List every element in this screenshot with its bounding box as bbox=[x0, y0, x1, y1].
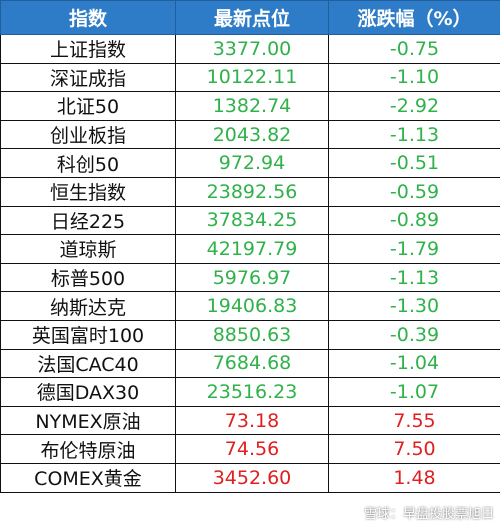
index-name: 布伦特原油 bbox=[0, 434, 176, 464]
table-body: 上证指数 3377.00 -0.75 深证成指 10122.11 -1.10 北证50 1… bbox=[0, 34, 500, 493]
latest-value: 42197.79 bbox=[175, 234, 329, 264]
latest-value: 10122.11 bbox=[175, 62, 329, 93]
latest-value: 23516.23 bbox=[175, 377, 329, 407]
change-percent: -2.92 bbox=[328, 91, 500, 121]
change-percent: 7.55 bbox=[328, 405, 500, 436]
index-name: 北证50 bbox=[0, 91, 176, 121]
change-percent: -1.13 bbox=[328, 119, 500, 150]
index-name: 德国DAX30 bbox=[0, 377, 176, 407]
change-percent: -1.30 bbox=[328, 291, 500, 321]
table-row: NYMEX原油 73.18 7.55 bbox=[0, 405, 500, 436]
header-latest: 最新点位 bbox=[175, 0, 329, 35]
table-row: 英国富时100 8850.63 -0.39 bbox=[0, 319, 500, 350]
latest-value: 3452.60 bbox=[175, 462, 329, 493]
latest-value: 1382.74 bbox=[175, 91, 329, 121]
latest-value: 73.18 bbox=[175, 405, 329, 436]
change-percent: -0.51 bbox=[328, 148, 500, 178]
table-row: COMEX黄金 3452.60 1.48 bbox=[0, 462, 500, 493]
header-change: 涨跌幅（%） bbox=[328, 0, 500, 35]
watermark: 雪球：早盘投股票旭日 bbox=[363, 507, 494, 522]
latest-value: 8850.63 bbox=[175, 319, 329, 350]
table-row: 创业板指 2043.82 -1.13 bbox=[0, 119, 500, 150]
index-name: 深证成指 bbox=[0, 62, 176, 93]
change-percent: -0.89 bbox=[328, 205, 500, 236]
index-name: 标普500 bbox=[0, 262, 176, 293]
table-row: 科创50 972.94 -0.51 bbox=[0, 148, 500, 178]
latest-value: 23892.56 bbox=[175, 176, 329, 207]
index-name: 纳斯达克 bbox=[0, 291, 176, 321]
latest-value: 5976.97 bbox=[175, 262, 329, 293]
header-row: 指数 最新点位 涨跌幅（%） bbox=[0, 0, 500, 35]
table-row: 日经225 37834.25 -0.89 bbox=[0, 205, 500, 236]
index-name: 科创50 bbox=[0, 148, 176, 178]
index-name: 恒生指数 bbox=[0, 176, 176, 207]
change-percent: -0.75 bbox=[328, 34, 500, 64]
change-percent: -1.79 bbox=[328, 234, 500, 264]
latest-value: 972.94 bbox=[175, 148, 329, 178]
header-index: 指数 bbox=[0, 0, 176, 35]
change-percent: -1.10 bbox=[328, 62, 500, 93]
latest-value: 3377.00 bbox=[175, 34, 329, 64]
index-name: NYMEX原油 bbox=[0, 405, 176, 436]
latest-value: 2043.82 bbox=[175, 119, 329, 150]
index-name: COMEX黄金 bbox=[0, 462, 176, 493]
index-name: 英国富时100 bbox=[0, 319, 176, 350]
table-row: 法国CAC40 7684.68 -1.04 bbox=[0, 348, 500, 379]
table-row: 标普500 5976.97 -1.13 bbox=[0, 262, 500, 293]
table-row: 德国DAX30 23516.23 -1.07 bbox=[0, 377, 500, 407]
table-row: 上证指数 3377.00 -0.75 bbox=[0, 34, 500, 64]
index-name: 日经225 bbox=[0, 205, 176, 236]
table-row: 布伦特原油 74.56 7.50 bbox=[0, 434, 500, 464]
latest-value: 37834.25 bbox=[175, 205, 329, 236]
latest-value: 7684.68 bbox=[175, 348, 329, 379]
table-row: 道琼斯 42197.79 -1.79 bbox=[0, 234, 500, 264]
table-row: 北证50 1382.74 -2.92 bbox=[0, 91, 500, 121]
latest-value: 19406.83 bbox=[175, 291, 329, 321]
index-name: 道琼斯 bbox=[0, 234, 176, 264]
table-row: 恒生指数 23892.56 -0.59 bbox=[0, 176, 500, 207]
change-percent: 1.48 bbox=[328, 462, 500, 493]
change-percent: -0.59 bbox=[328, 176, 500, 207]
change-percent: 7.50 bbox=[328, 434, 500, 464]
index-name: 创业板指 bbox=[0, 119, 176, 150]
change-percent: -0.39 bbox=[328, 319, 500, 350]
index-table: 指数 最新点位 涨跌幅（%） 上证指数 3377.00 -0.75 深证成指 1012… bbox=[0, 0, 500, 493]
latest-value: 74.56 bbox=[175, 434, 329, 464]
index-name: 上证指数 bbox=[0, 34, 176, 64]
change-percent: -1.13 bbox=[328, 262, 500, 293]
change-percent: -1.07 bbox=[328, 377, 500, 407]
index-name: 法国CAC40 bbox=[0, 348, 176, 379]
table-row: 纳斯达克 19406.83 -1.30 bbox=[0, 291, 500, 321]
change-percent: -1.04 bbox=[328, 348, 500, 379]
table-row: 深证成指 10122.11 -1.10 bbox=[0, 62, 500, 93]
